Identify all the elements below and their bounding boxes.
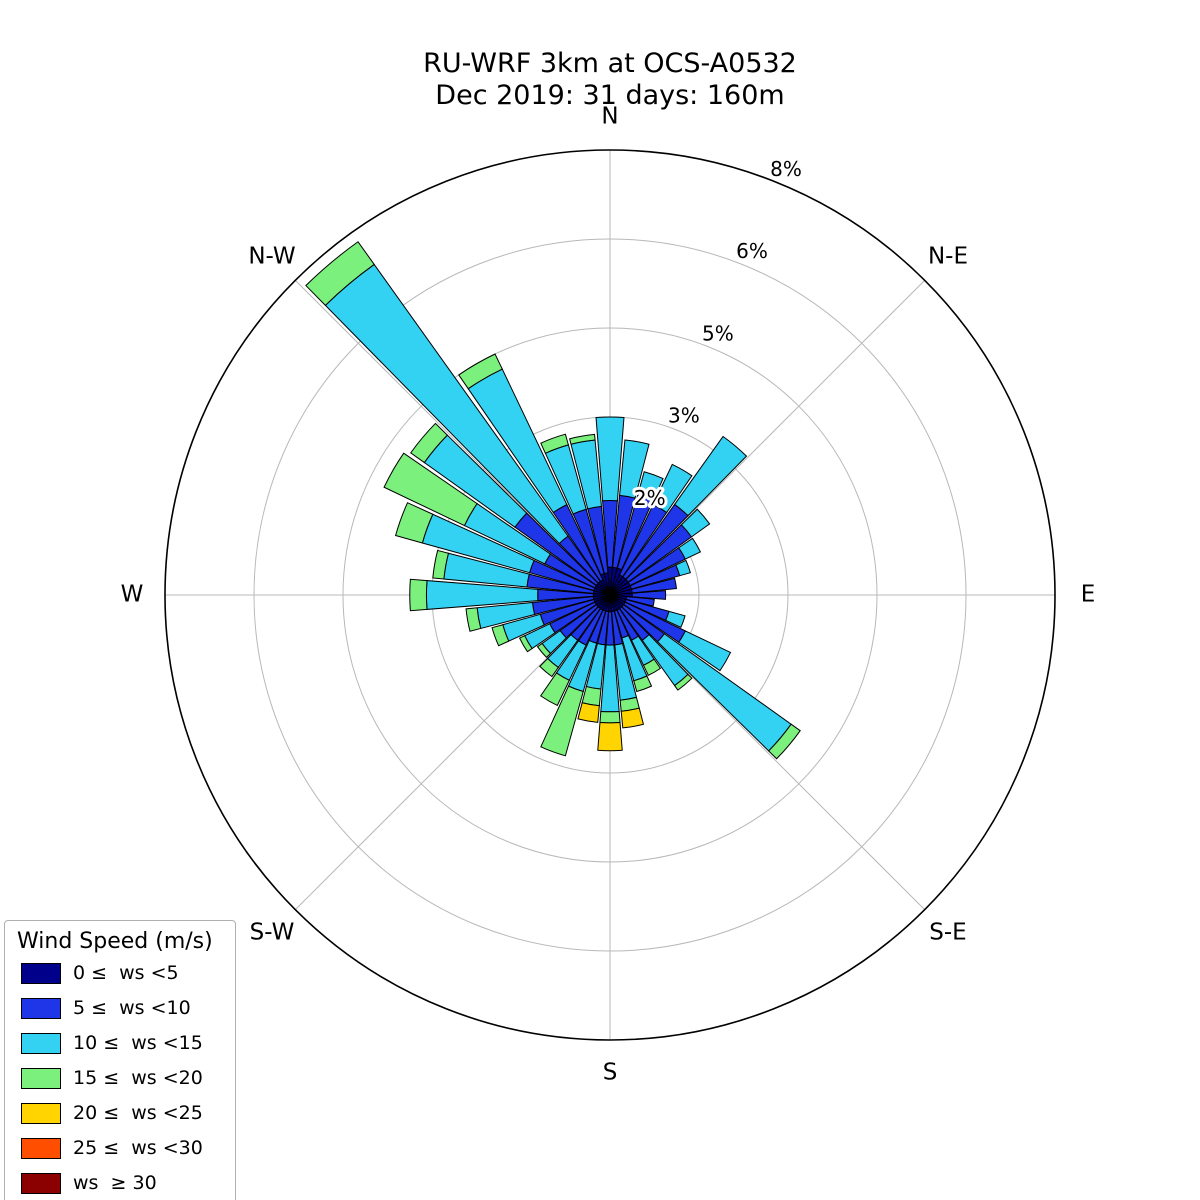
legend-swatch-ws0-5	[21, 962, 61, 984]
compass-label-n: N	[601, 104, 618, 130]
compass-label-s-w: S-W	[250, 920, 295, 946]
petal-segment	[539, 657, 560, 678]
petal-segment	[581, 685, 602, 707]
petal-segment	[410, 422, 449, 464]
petal-segment	[625, 596, 655, 607]
petal-segment	[539, 672, 570, 707]
legend-label: 5 ≤ ws <10	[73, 997, 191, 1019]
petal-segment	[569, 433, 596, 445]
petal-segment	[432, 549, 450, 580]
petal-segment	[599, 710, 621, 724]
ring-label: 2%	[634, 486, 666, 510]
compass-label-s: S	[603, 1060, 618, 1086]
petal-segment	[675, 559, 692, 577]
chart-title-line1: RU-WRF 3km at OCS-A0532	[423, 48, 797, 79]
petal-segment	[619, 439, 650, 499]
grid-ring	[342, 327, 878, 863]
petal-segment	[678, 630, 732, 672]
petal-segment	[665, 610, 686, 628]
ring-label: 8%	[770, 157, 802, 181]
compass-label-n-w: N-W	[248, 244, 295, 270]
legend-label: 25 ≤ ws <30	[73, 1137, 203, 1159]
compass-label-w: W	[121, 582, 144, 608]
petal-segment	[409, 578, 428, 612]
legend-item: ws ≥ 30	[21, 1172, 225, 1194]
legend-label: 15 ≤ ws <20	[73, 1067, 203, 1089]
petal-segment	[465, 607, 482, 632]
legend-item: 10 ≤ ws <15	[21, 1032, 225, 1054]
petal-segment	[637, 471, 664, 500]
legend-item: 15 ≤ ws <20	[21, 1067, 225, 1089]
legend-label: 20 ≤ ws <25	[73, 1102, 203, 1124]
petal-segment	[394, 502, 434, 544]
legend-item: 5 ≤ ws <10	[21, 997, 225, 1019]
chart-title-line2: Dec 2019: 31 days: 160m	[435, 80, 784, 111]
legend-item: 20 ≤ ws <25	[21, 1102, 225, 1124]
legend-title: Wind Speed (m/s)	[17, 929, 213, 954]
petal-segment	[597, 722, 623, 752]
ring-label: 3%	[668, 404, 700, 428]
legend-label: 0 ≤ ws <5	[73, 962, 179, 984]
compass-label-e: E	[1081, 582, 1096, 608]
wind-rose-petals	[305, 241, 801, 760]
legend-swatch-ws10-15	[21, 1032, 61, 1054]
petal-segment	[642, 658, 662, 676]
ring-tick-labels: 2% 3% 5% 6% 8%	[631, 154, 805, 513]
compass-label-s-e: S-E	[929, 920, 966, 946]
petal-segment	[595, 416, 625, 502]
petal-segment	[678, 537, 702, 560]
outer-ring	[164, 149, 1056, 1041]
legend-item: 25 ≤ ws <30	[21, 1137, 225, 1159]
petal-segment	[536, 642, 552, 659]
petal-segment	[630, 577, 677, 594]
legend-swatch-ws25-30	[21, 1137, 61, 1159]
petal-segment	[620, 707, 645, 729]
petal-segment	[540, 433, 569, 454]
legend-swatch-ws30plus	[21, 1172, 61, 1194]
grid-spoke	[609, 594, 926, 911]
petal-segment	[491, 624, 510, 647]
legend-item: 0 ≤ ws <5	[21, 962, 225, 984]
legend: Wind Speed (m/s) 0 ≤ ws <5 5 ≤ ws <10 10…	[4, 920, 236, 1200]
petal-segment	[540, 685, 584, 757]
petal-segment	[518, 635, 533, 653]
compass-label-n-e: N-E	[928, 244, 968, 270]
grid-ring	[253, 238, 967, 952]
legend-swatch-ws20-25	[21, 1102, 61, 1124]
legend-swatch-ws5-10	[21, 997, 61, 1019]
legend-label: 10 ≤ ws <15	[73, 1032, 203, 1054]
petal-segment	[633, 675, 653, 693]
grid-spoke	[609, 279, 926, 596]
petal-segment	[652, 463, 693, 514]
petal-segment	[305, 241, 375, 307]
ring-label: 6%	[736, 239, 768, 263]
petal-segment	[631, 590, 667, 600]
grid-spoke	[294, 594, 611, 911]
petal-segment	[767, 723, 801, 760]
petal-segment	[673, 435, 748, 517]
petal-segment	[577, 702, 600, 723]
compass-labels: N N-E E S-E S S-W W N-W	[121, 104, 1096, 1086]
petal-segment	[680, 508, 711, 538]
grid-spoke	[294, 279, 611, 596]
petal-segment	[673, 673, 693, 691]
petal-segment	[458, 353, 503, 390]
ring-label: 5%	[702, 321, 734, 345]
legend-swatch-ws15-20	[21, 1067, 61, 1089]
petal-segment	[383, 452, 478, 527]
legend-label: ws ≥ 30	[73, 1172, 157, 1194]
